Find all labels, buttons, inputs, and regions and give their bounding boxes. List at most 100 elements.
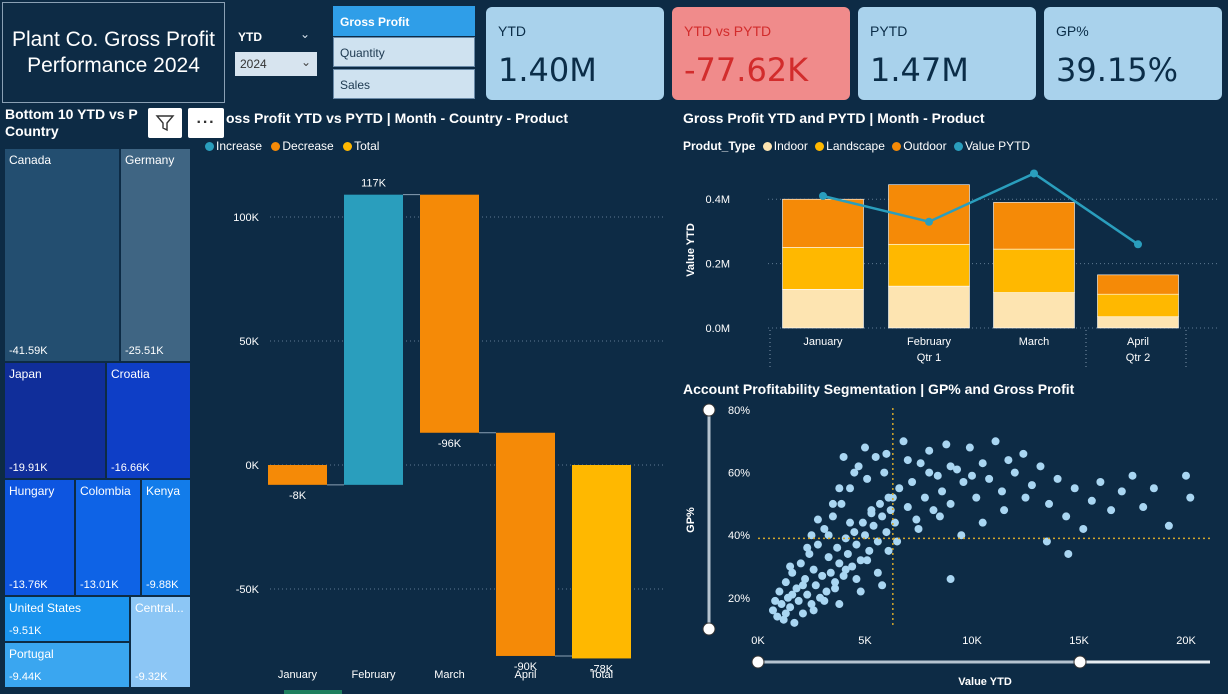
treemap-cell[interactable]: Colombia -13.01K: [75, 479, 141, 596]
legend-item-outdoor[interactable]: Outdoor: [892, 139, 947, 153]
kpi-value: -77.62K: [684, 51, 809, 89]
treemap-cell[interactable]: Japan -19.91K: [4, 362, 106, 479]
scatter-point: [1087, 496, 1096, 505]
scatter-point: [953, 465, 962, 474]
scatter-point: [779, 615, 788, 624]
scatter-point: [886, 506, 895, 515]
legend-item-value-pytd[interactable]: Value PYTD: [953, 139, 1031, 153]
more-options-icon[interactable]: ···: [188, 108, 224, 138]
scatter-point: [837, 499, 846, 508]
scatter-point: [786, 562, 795, 571]
treemap-cell[interactable]: United States -9.51K: [4, 596, 130, 642]
treemap-cell[interactable]: Canada -41.59K: [4, 148, 120, 362]
scatter-point: [809, 606, 818, 615]
data-label: 117K: [361, 178, 387, 190]
treemap-cell[interactable]: Germany -25.51K: [120, 148, 191, 362]
legend-item-landscape[interactable]: Landscape: [815, 139, 885, 153]
legend-label: Decrease: [282, 139, 334, 153]
scatter-point: [813, 515, 822, 524]
legend-item-decrease[interactable]: Decrease: [271, 139, 334, 153]
cell-value: -9.88K: [146, 579, 179, 591]
legend-dot: [271, 142, 281, 151]
scatter-point: [878, 581, 887, 590]
legend-item-increase[interactable]: Increase: [205, 139, 262, 153]
treemap-cell[interactable]: Kenya -9.88K: [141, 479, 191, 596]
scatter-point: [801, 575, 810, 584]
scatter-point: [1079, 524, 1088, 533]
filter-button[interactable]: [148, 108, 182, 138]
legend-dot: [762, 142, 772, 151]
combo-legend-title: Produt_Type: [683, 139, 756, 153]
combo-chart: 0.4M 0.2M 0.0M Value YTD January February Marc…: [685, 169, 1220, 368]
y-tick-label: 50K: [239, 336, 259, 348]
scatter-point: [1107, 506, 1116, 515]
y-axis-title: Value YTD: [685, 223, 697, 277]
stacked-bar-segment: [782, 289, 864, 329]
kpi-card-ytd-vs-pytd: YTD vs PYTD -77.62K: [672, 7, 850, 100]
x-tick-label: March: [434, 669, 465, 681]
x-slider-handle-right[interactable]: [1073, 655, 1087, 669]
slicer-gross-profit[interactable]: Gross Profit: [333, 6, 475, 36]
x-tick-label: 10K: [962, 635, 982, 647]
treemap-cell[interactable]: Hungary -13.76K: [4, 479, 75, 596]
stacked-bar-segment: [1097, 274, 1179, 295]
scatter-point: [1186, 493, 1195, 502]
waterfall-bar: [420, 194, 479, 433]
cell-name: Hungary: [9, 484, 55, 498]
treemap-cell[interactable]: Croatia -16.66K: [106, 362, 191, 479]
y-axis-title: GP%: [685, 507, 697, 533]
scatter-point: [888, 493, 897, 502]
stacked-bar-segment: [1097, 316, 1179, 329]
x-tick-label: 20K: [1176, 635, 1196, 647]
legend-label: Landscape: [826, 139, 885, 153]
treemap-cell[interactable]: Central... -9.32K: [130, 596, 191, 688]
report-title: Plant Co. Gross Profit Performance 2024: [2, 2, 225, 103]
scatter-point: [833, 543, 842, 552]
scatter-point: [1164, 521, 1173, 530]
scatter-point: [848, 562, 857, 571]
waterfall-chart: 100K 50K 0K -50K -8K January 117K February -96K M…: [233, 178, 665, 681]
x-tick-label: January: [278, 669, 318, 681]
scatter-point: [841, 534, 850, 543]
y-tick-label: 0.2M: [706, 259, 730, 271]
scatter-point: [1053, 474, 1062, 483]
scatter-point: [895, 484, 904, 493]
scatter-point: [925, 468, 934, 477]
legend-dot: [953, 142, 963, 151]
filter-icon: [155, 115, 175, 132]
scatter-point: [878, 512, 887, 521]
period-dropdown[interactable]: 2024 ⌄: [235, 52, 317, 76]
scatter-point: [991, 437, 1000, 446]
scatter-point: [854, 462, 863, 471]
scatter-point: [824, 553, 833, 562]
legend-item-total[interactable]: Total: [343, 139, 379, 153]
period-dropdown-value: 2024: [240, 57, 267, 71]
y-slider-handle-top[interactable]: [702, 403, 716, 417]
y-tick-label: 40%: [728, 530, 750, 542]
scatter-point: [835, 484, 844, 493]
slicer-quantity[interactable]: Quantity: [333, 37, 475, 67]
scatter-point: [818, 571, 827, 580]
x-slider-handle-left[interactable]: [751, 655, 765, 669]
y-slider-handle-bottom[interactable]: [702, 622, 716, 636]
kpi-card-gp-pct: GP% 39.15%: [1044, 7, 1222, 100]
legend-label: Value PYTD: [964, 139, 1031, 153]
slicer-sales[interactable]: Sales: [333, 69, 475, 99]
x-tick-label: April: [514, 669, 536, 681]
scatter-point: [831, 578, 840, 587]
treemap-cell[interactable]: Portugal -9.44K: [4, 642, 130, 688]
scatter-point: [850, 468, 859, 477]
x-tick-label: Total: [590, 669, 613, 681]
combo-title: Gross Profit YTD and PYTD | Month - Prod…: [683, 110, 985, 126]
legend-item-indoor[interactable]: Indoor: [762, 139, 808, 153]
scatter-title: Account Profitability Segmentation | GP%…: [683, 381, 1075, 397]
chevron-down-icon[interactable]: ⌄: [300, 27, 311, 41]
y-tick-label: 0.4M: [706, 194, 730, 206]
scatter-point: [882, 449, 891, 458]
kpi-label: YTD vs PYTD: [684, 23, 772, 39]
x-tick-label: February: [351, 669, 396, 681]
kpi-label: YTD: [498, 23, 526, 39]
scatter-point: [1036, 462, 1045, 471]
scatter-point: [773, 612, 782, 621]
scatter-point: [899, 437, 908, 446]
